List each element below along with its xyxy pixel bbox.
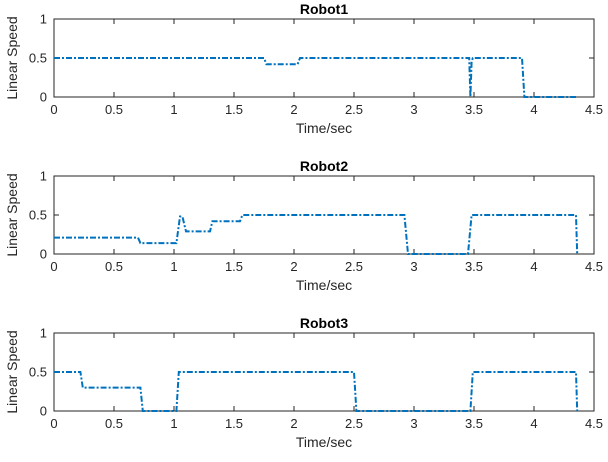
x-tick-label: 1.5 — [225, 259, 243, 274]
speed-series-line — [54, 57, 576, 98]
x-axis-label: Time/sec — [296, 120, 352, 136]
x-tick-label: 3 — [410, 259, 417, 274]
x-tick-label: 4 — [530, 416, 537, 431]
speed-series-line — [54, 371, 579, 412]
y-tick-label: 0.5 — [29, 51, 47, 66]
x-tick-label: 0 — [50, 102, 57, 117]
x-tick-label: 4 — [530, 102, 537, 117]
x-tick-label: 1.5 — [225, 416, 243, 431]
x-tick-label: 2.5 — [345, 102, 363, 117]
x-tick-label: 0 — [50, 416, 57, 431]
x-tick-label: 1 — [170, 416, 177, 431]
y-tick-label: 0.5 — [29, 365, 47, 380]
subplot-1: Robot1 0 0.5 1 1.5 2 2.5 3 3.5 4 4.5 0 0.5 1 Time/sec L… — [4, 1, 603, 136]
y-tick-label: 1 — [40, 12, 47, 27]
x-tick-label: 2 — [290, 102, 297, 117]
chart-title: Robot3 — [300, 315, 348, 331]
y-axis-label: Linear Speed — [4, 16, 20, 99]
y-tick-label: 1 — [40, 326, 47, 341]
x-tick-label: 1.5 — [225, 102, 243, 117]
y-tick-label: 0 — [40, 247, 47, 262]
subplot-3: Robot3 0 0.5 1 1.5 2 2.5 3 3.5 4 4.5 0 0.5 1 Time/sec L… — [4, 315, 603, 450]
y-tick-label: 0 — [40, 90, 47, 105]
x-tick-label: 0.5 — [105, 259, 123, 274]
x-tick-label: 3 — [410, 416, 417, 431]
y-tick-label: 0.5 — [29, 208, 47, 223]
x-tick-label: 2 — [290, 416, 297, 431]
x-tick-label: 0.5 — [105, 102, 123, 117]
x-tick-label: 2.5 — [345, 416, 363, 431]
x-axis-label: Time/sec — [296, 277, 352, 293]
x-tick-label: 0.5 — [105, 416, 123, 431]
y-tick-label: 0 — [40, 404, 47, 419]
x-tick-label: 3.5 — [465, 102, 483, 117]
x-tick-label: 1 — [170, 102, 177, 117]
x-tick-label: 2.5 — [345, 259, 363, 274]
x-tick-label: 0 — [50, 259, 57, 274]
x-tick-label: 4.5 — [585, 416, 603, 431]
x-tick-label: 4.5 — [585, 102, 603, 117]
speed-series-line — [54, 214, 579, 255]
y-axis-label: Linear Speed — [4, 330, 20, 413]
x-tick-label: 3.5 — [465, 416, 483, 431]
chart-title: Robot2 — [300, 158, 348, 174]
subplot-2: Robot2 0 0.5 1 1.5 2 2.5 3 3.5 4 4.5 0 0.5 1 Time/sec L… — [4, 158, 603, 293]
x-axis-label: Time/sec — [296, 434, 352, 450]
y-tick-label: 1 — [40, 169, 47, 184]
x-tick-label: 2 — [290, 259, 297, 274]
x-tick-label: 3.5 — [465, 259, 483, 274]
x-tick-label: 1 — [170, 259, 177, 274]
x-tick-label: 4.5 — [585, 259, 603, 274]
chart-title: Robot1 — [300, 1, 348, 17]
x-tick-label: 4 — [530, 259, 537, 274]
x-tick-label: 3 — [410, 102, 417, 117]
y-axis-label: Linear Speed — [4, 173, 20, 256]
